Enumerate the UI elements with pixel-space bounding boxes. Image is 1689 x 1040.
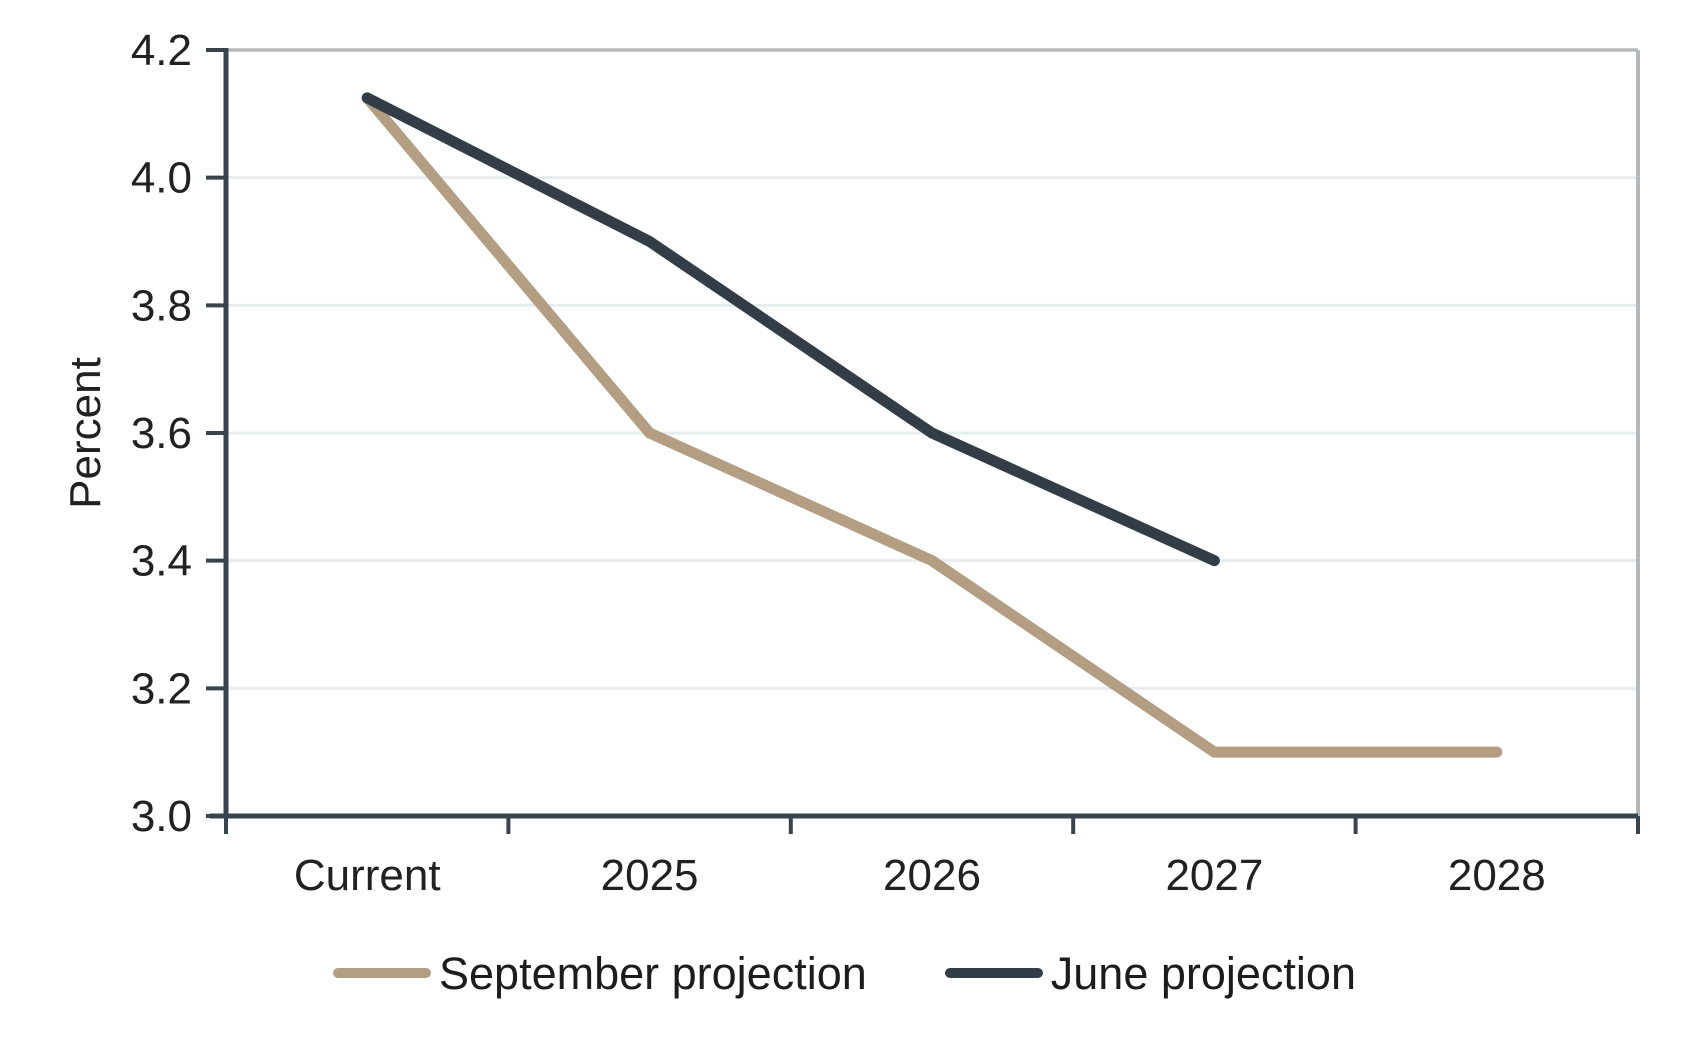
legend-label-june: June projection — [1050, 947, 1356, 999]
legend-swatch-september — [333, 968, 432, 978]
y-tick-label: 3.0 — [131, 792, 192, 841]
y-tick-label: 4.0 — [131, 154, 192, 203]
legend-label-september: September projection — [439, 947, 867, 999]
y-tick-label: 3.4 — [131, 537, 192, 586]
x-tick-label: 2025 — [601, 851, 699, 900]
y-tick-label: 3.8 — [131, 281, 192, 330]
y-tick-label: 3.6 — [131, 409, 192, 458]
series-line-september — [361, 92, 1503, 758]
x-tick-label: 2028 — [1448, 851, 1546, 900]
chart-legend: September projection June projection — [0, 938, 1689, 1008]
x-tick-label: 2026 — [883, 851, 981, 900]
x-tick-label: Current — [294, 851, 441, 900]
y-tick-label: 4.2 — [131, 26, 192, 75]
x-tick-label: 2027 — [1165, 851, 1263, 900]
y-axis-title: Percent — [61, 357, 110, 509]
series-line-june — [361, 92, 1220, 567]
legend-item-september: September projection — [333, 951, 867, 996]
legend-item-june: June projection — [944, 947, 1356, 999]
y-tick-label: 3.2 — [131, 664, 192, 713]
legend-swatch-june — [944, 968, 1043, 978]
